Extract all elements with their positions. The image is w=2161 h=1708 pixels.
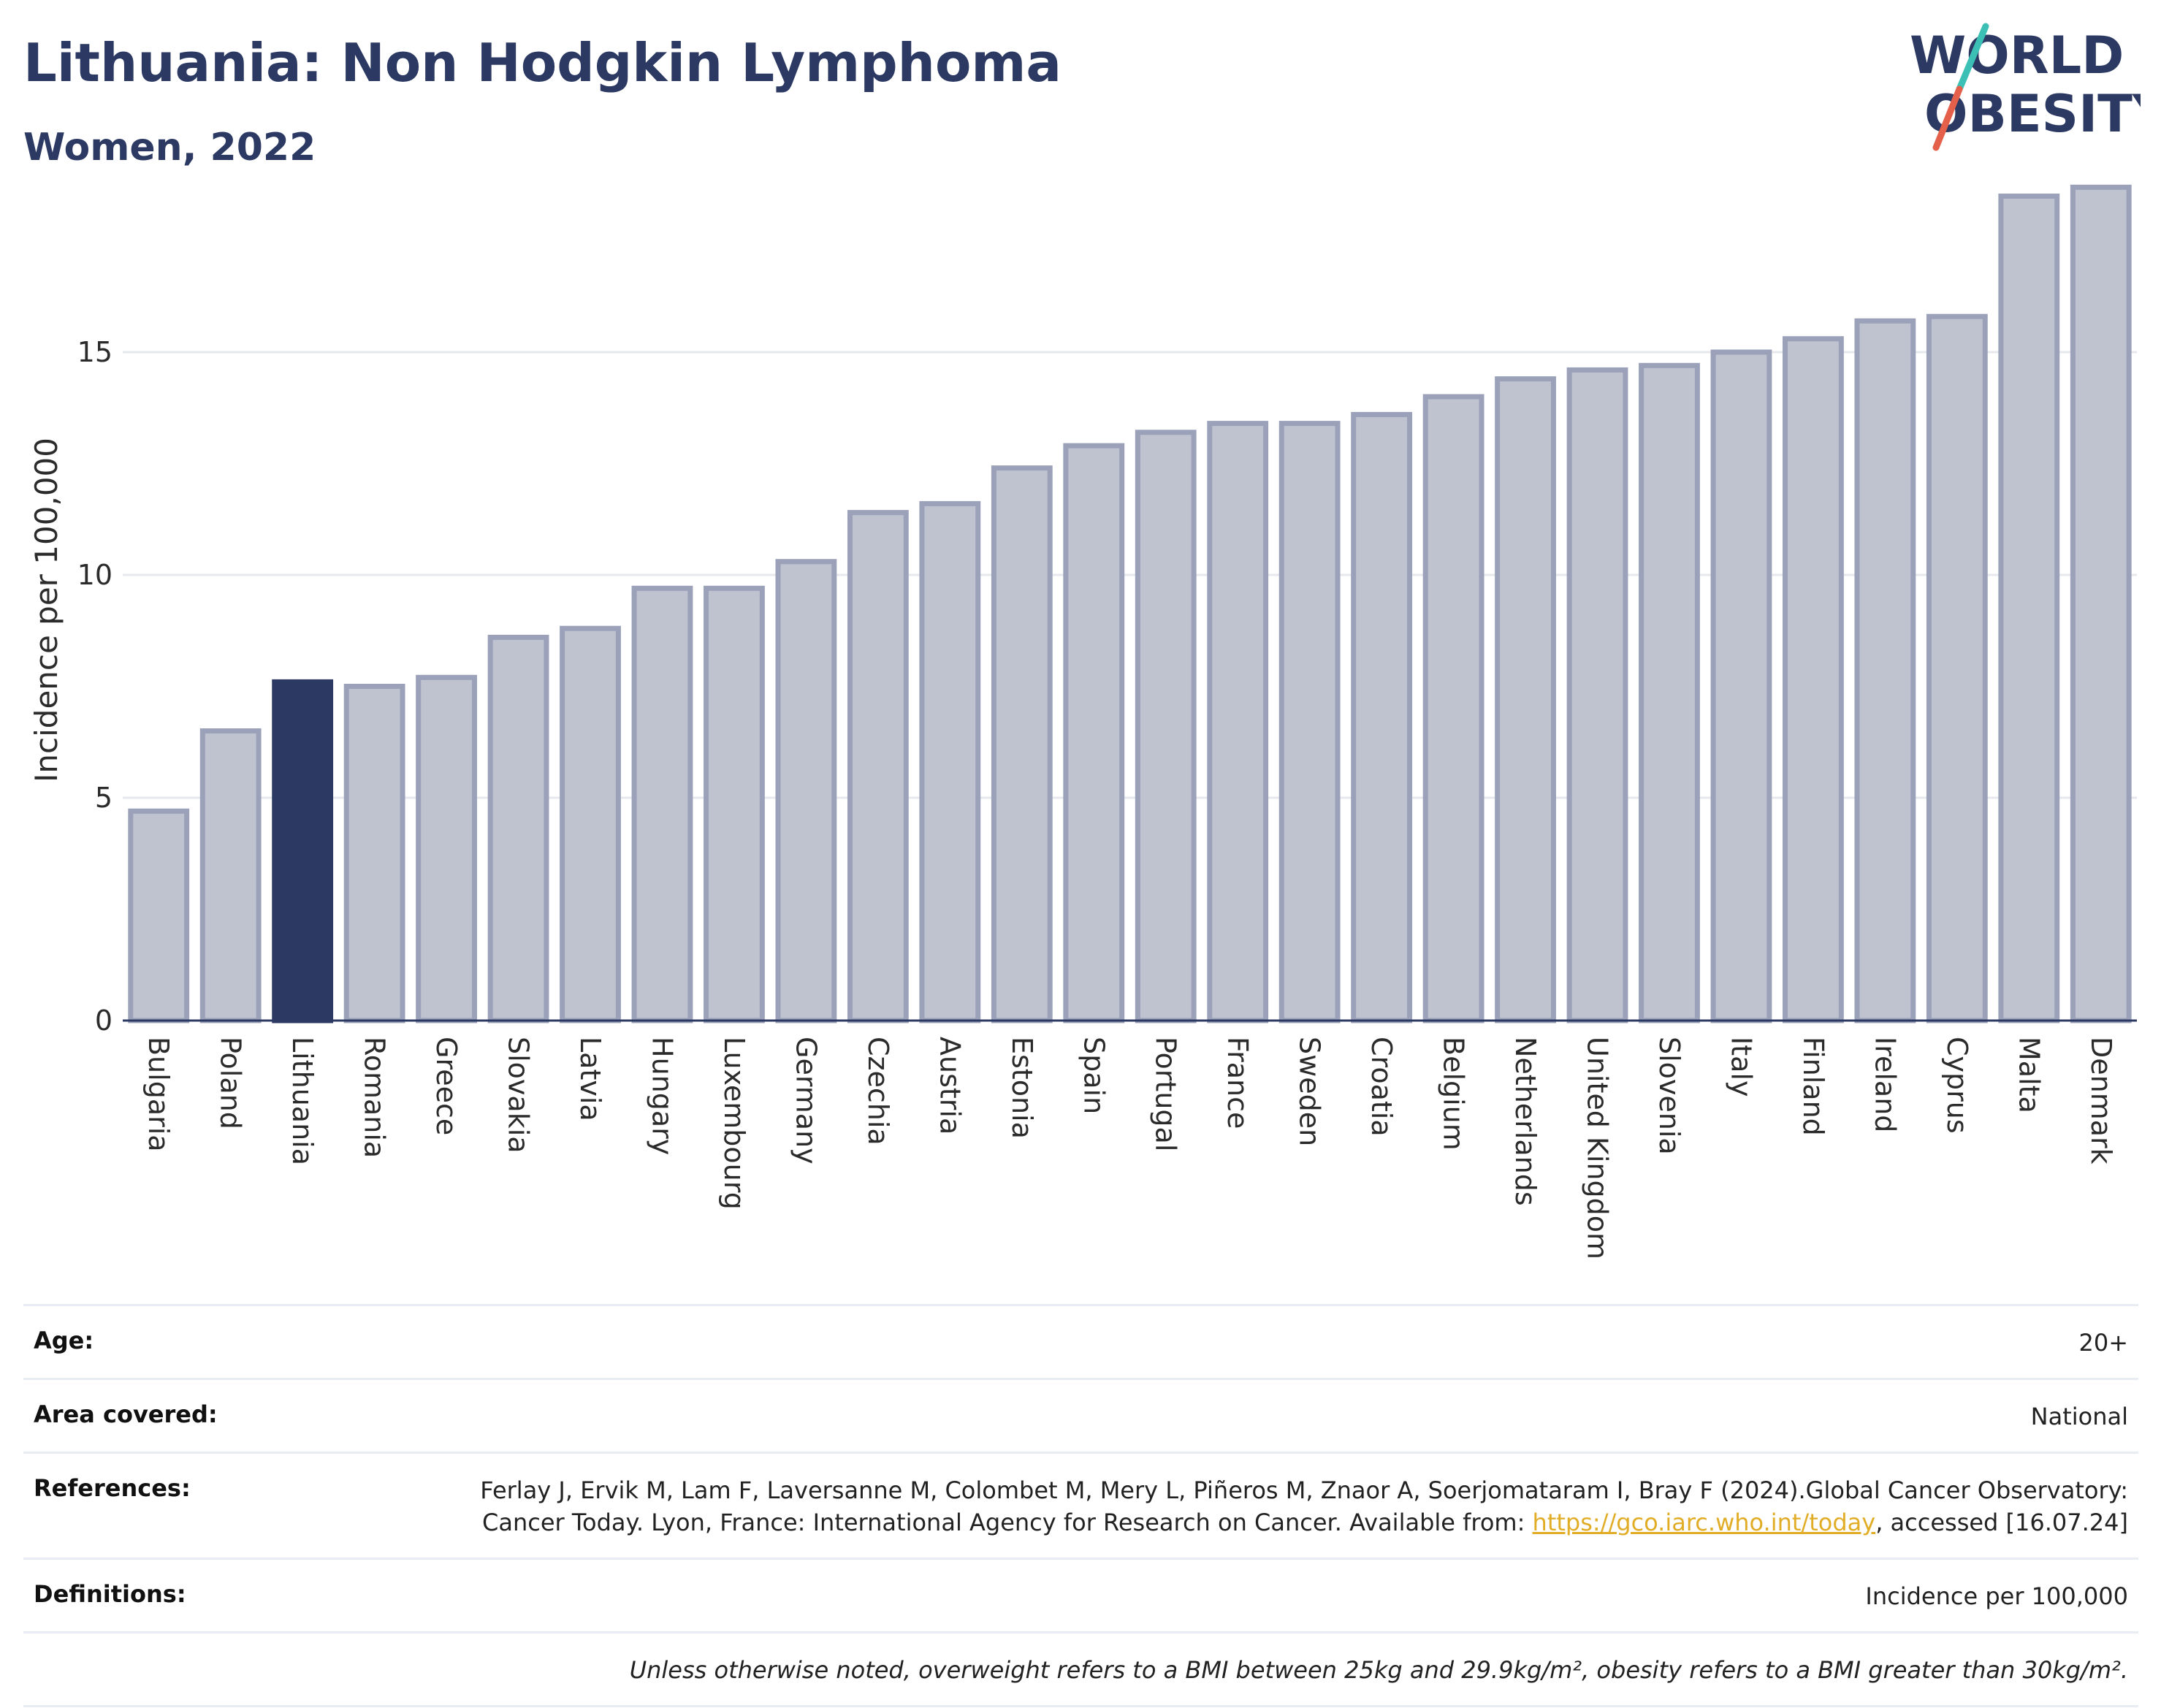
area-label: Area covered:	[34, 1400, 218, 1428]
bar-cyprus	[1926, 313, 1988, 1023]
bar-portugal	[1135, 430, 1197, 1023]
bar-romania	[343, 684, 405, 1023]
x-tick-label: Spain	[1078, 1037, 1110, 1114]
references-text-2: , accessed [16.07.24]	[1875, 1509, 2128, 1536]
bar-czechia	[847, 510, 909, 1023]
y-axis-label: Incidence per 100,000	[28, 438, 64, 782]
bar-spain	[1063, 443, 1125, 1023]
bar-ireland	[1854, 318, 1916, 1023]
x-tick-labels: Bulgaria Poland Lithuania Romania Greece Slov…	[142, 1037, 2117, 1259]
x-tick-label: Czechia	[862, 1037, 894, 1145]
area-value: National	[2030, 1403, 2128, 1430]
x-tick-label: Poland	[215, 1037, 247, 1129]
bar-hungary	[631, 585, 693, 1023]
bar-bulgaria	[128, 808, 190, 1023]
x-tick-label: Lithuania	[286, 1037, 319, 1165]
bar-poland	[199, 728, 262, 1023]
bar-latvia	[560, 625, 621, 1023]
bar-united-kingdom	[1566, 367, 1628, 1023]
x-tick-label: Slovakia	[503, 1037, 535, 1154]
bar-luxembourg	[704, 585, 765, 1023]
y-tick-labels: 0 5 10 15	[77, 336, 113, 1037]
info-row-definitions: Definitions: Incidence per 100,000	[23, 1558, 2138, 1631]
info-row-references: References: Ferlay J, Ervik M, Lam F, La…	[23, 1452, 2138, 1558]
definitions-value: Incidence per 100,000	[1865, 1582, 2128, 1610]
bar-italy	[1710, 349, 1772, 1023]
x-tick-label: Sweden	[1294, 1037, 1326, 1146]
bmi-note: Unless otherwise noted, overweight refer…	[629, 1656, 2128, 1684]
x-tick-label: Finland	[1797, 1037, 1829, 1136]
bars	[128, 184, 2132, 1023]
bar-netherlands	[1495, 376, 1556, 1023]
bar-germany	[775, 559, 837, 1023]
info-row-age: Age: 20+	[23, 1304, 2138, 1378]
bar-france	[1207, 421, 1269, 1023]
x-tick-label: Slovenia	[1653, 1037, 1685, 1155]
y-tick-label: 10	[77, 559, 113, 591]
x-tick-label: Germany	[790, 1037, 822, 1164]
x-tick-label: Italy	[1725, 1037, 1757, 1097]
y-tick-label: 15	[77, 336, 113, 368]
x-tick-label: Cyprus	[1941, 1037, 1973, 1134]
x-tick-label: Denmark	[2085, 1037, 2117, 1164]
age-value: 20+	[2078, 1329, 2128, 1357]
bar-denmark	[2070, 184, 2132, 1023]
definitions-label: Definitions:	[34, 1580, 186, 1608]
x-tick-label: Netherlands	[1509, 1037, 1541, 1206]
x-tick-label: United Kingdom	[1582, 1037, 1614, 1259]
bar-belgium	[1422, 394, 1485, 1023]
bar-croatia	[1351, 411, 1413, 1023]
bar-slovakia	[487, 634, 549, 1023]
x-tick-label: Greece	[430, 1037, 462, 1135]
x-tick-label: Latvia	[574, 1037, 606, 1121]
references-label: References:	[34, 1474, 191, 1502]
bar-slovenia	[1639, 362, 1700, 1023]
references-link[interactable]: https://gco.iarc.who.int/today	[1532, 1509, 1876, 1536]
x-tick-label: Croatia	[1365, 1037, 1398, 1137]
world-obesity-logo: WORLD OBESITY	[1910, 23, 2141, 151]
x-tick-label: Belgium	[1438, 1037, 1470, 1151]
logo-line1: WORLD	[1910, 26, 2124, 85]
references-text-1: Ferlay J, Ervik M, Lam F, Laversanne M, …	[480, 1476, 2128, 1536]
x-tick-label: Hungary	[646, 1037, 678, 1155]
bar-lithuania	[272, 679, 334, 1023]
x-tick-label: Malta	[2013, 1037, 2045, 1113]
logo-slash-teal	[1956, 23, 1989, 93]
references-value: Ferlay J, Ervik M, Lam F, Laversanne M, …	[448, 1474, 2128, 1539]
bar-malta	[1998, 194, 2060, 1023]
x-tick-label: Luxembourg	[718, 1037, 750, 1210]
y-tick-label: 0	[95, 1004, 113, 1037]
x-tick-label: Estonia	[1006, 1037, 1038, 1139]
x-tick-label: Bulgaria	[142, 1037, 175, 1152]
bar-finland	[1783, 336, 1844, 1023]
bar-chart: 0 5 10 15 Bulgaria Poland Lithuania Romania Gre…	[28, 184, 2137, 1259]
bar-austria	[919, 500, 981, 1023]
x-tick-label: Portugal	[1150, 1037, 1182, 1151]
x-tick-label: Romania	[359, 1037, 391, 1158]
bar-sweden	[1278, 421, 1341, 1023]
bar-greece	[416, 674, 477, 1023]
info-table: Age: 20+ Area covered: National Referenc…	[23, 1304, 2138, 1707]
x-tick-label: France	[1221, 1037, 1254, 1129]
logo-slash-red	[1932, 85, 1963, 151]
x-tick-label: Ireland	[1869, 1037, 1901, 1132]
info-row-area: Area covered: National	[23, 1378, 2138, 1452]
chart-subtitle: Women, 2022	[23, 126, 316, 169]
info-row-note: Unless otherwise noted, overweight refer…	[23, 1631, 2138, 1707]
chart-title: Lithuania: Non Hodgkin Lymphoma	[23, 32, 1062, 94]
x-tick-label: Austria	[934, 1037, 966, 1135]
bar-estonia	[991, 465, 1053, 1023]
age-label: Age:	[34, 1327, 94, 1354]
y-tick-label: 5	[95, 782, 113, 814]
